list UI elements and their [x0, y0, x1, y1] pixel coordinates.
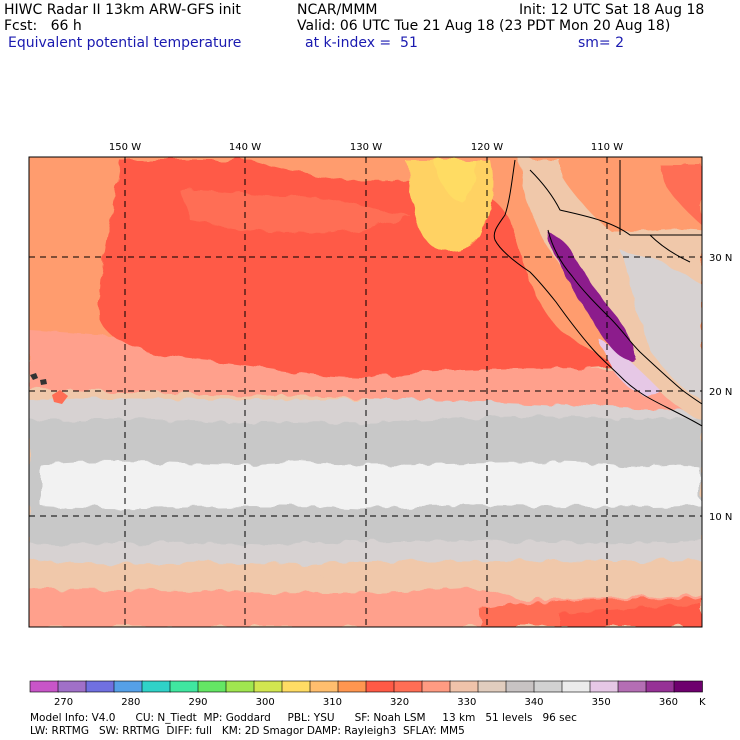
colorbar-tick-label: 280 [121, 697, 140, 708]
valid-time: Valid: 06 UTC Tue 21 Aug 18 (23 PDT Mon … [297, 18, 671, 34]
colorbar-tick-label: 330 [457, 697, 476, 708]
lat-label-30n: 30 N [709, 253, 732, 264]
level-label: at k-index = 51 [305, 35, 418, 51]
colorbar-tick-label: 320 [390, 697, 409, 708]
smoothing-label: sm= 2 [578, 35, 625, 51]
colorbar-tick-label: 300 [256, 697, 275, 708]
colorbar-swatch [477, 680, 507, 693]
lon-label-110w: 110 W [591, 142, 623, 153]
colorbar-unit: K [699, 697, 706, 708]
lat-label-10n: 10 N [709, 512, 732, 523]
colorbar-tick-label: 360 [659, 697, 678, 708]
lat-label-20n: 20 N [709, 387, 732, 398]
colorbar-swatch [365, 680, 395, 693]
colorbar-swatch [197, 680, 227, 693]
colorbar-swatch [393, 680, 423, 693]
colorbar-swatch [589, 680, 619, 693]
model-info-line1: Model Info: V4.0 CU: N_Tiedt MP: Goddard… [30, 712, 577, 724]
colorbar-tick-label: 340 [524, 697, 543, 708]
forecast-hour: Fcst: 66 h [4, 18, 82, 34]
colorbar-swatch [113, 680, 143, 693]
colorbar-swatch [645, 680, 675, 693]
colorbar-swatch [533, 680, 563, 693]
colorbar-tick-label: 290 [188, 697, 207, 708]
colorbar-swatch [85, 680, 115, 693]
lon-label-130w: 130 W [350, 142, 382, 153]
colorbar-swatch [225, 680, 255, 693]
colorbar [29, 680, 703, 693]
colorbar-swatch [673, 680, 703, 693]
colorbar-swatch [617, 680, 647, 693]
colorbar-swatch [57, 680, 87, 693]
colorbar-swatch [253, 680, 283, 693]
model-info-line2: LW: RRTMG SW: RRTMG DIFF: full KM: 2D Sm… [30, 725, 465, 737]
field-name: Equivalent potential temperature [8, 35, 242, 51]
colorbar-swatch [505, 680, 535, 693]
colorbar-swatch [449, 680, 479, 693]
model-title: HIWC Radar II 13km ARW-GFS init [4, 2, 241, 18]
colorbar-swatch [309, 680, 339, 693]
lon-label-150w: 150 W [109, 142, 141, 153]
colorbar-swatch [421, 680, 451, 693]
lat-lon-grid [29, 157, 702, 627]
colorbar-labels: 270 280 290 300 310 320 330 340 350 360 [54, 697, 678, 708]
colorbar-tick-label: 270 [54, 697, 73, 708]
lon-label-140w: 140 W [229, 142, 261, 153]
lon-label-120w: 120 W [471, 142, 503, 153]
colorbar-tick-label: 350 [592, 697, 611, 708]
organization-label: NCAR/MMM [297, 2, 378, 18]
colorbar-swatch [141, 680, 171, 693]
colorbar-swatch [337, 680, 367, 693]
colorbar-tick-label: 310 [323, 697, 342, 708]
colorbar-swatch [29, 680, 59, 693]
init-time: Init: 12 UTC Sat 18 Aug 18 [519, 2, 705, 18]
map-frame [28, 156, 703, 628]
colorbar-swatch [561, 680, 591, 693]
colorbar-swatch [281, 680, 311, 693]
colorbar-swatch [169, 680, 199, 693]
